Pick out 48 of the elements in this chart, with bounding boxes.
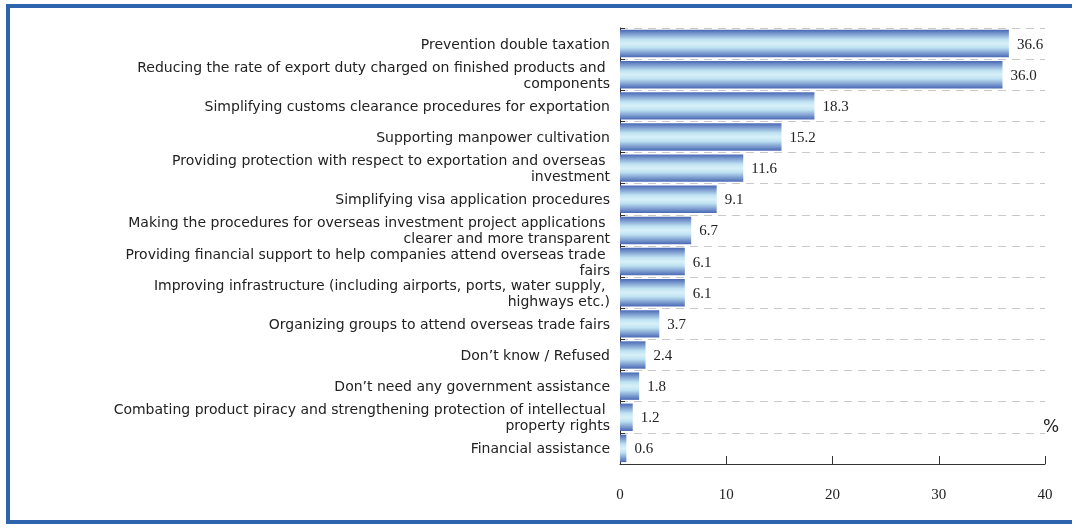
bar bbox=[620, 310, 660, 338]
data-label: 6.7 bbox=[699, 222, 719, 239]
x-axis-title: % bbox=[1043, 415, 1060, 436]
data-label: 6.1 bbox=[692, 253, 712, 270]
x-tick-label: 0 bbox=[616, 485, 624, 502]
x-tick-label: 10 bbox=[718, 485, 734, 502]
x-tick-label: 40 bbox=[1037, 485, 1053, 502]
y-tick-label: Reducing the rate of export duty charged on finished products and components bbox=[137, 58, 610, 91]
x-tick-label: 30 bbox=[931, 485, 947, 502]
bar bbox=[620, 123, 782, 151]
data-label: 9.1 bbox=[724, 191, 744, 208]
bar bbox=[620, 92, 815, 120]
data-label: 18.3 bbox=[822, 97, 849, 114]
y-tick-label: Providing protection with respect to exportation and overseas investment bbox=[172, 152, 611, 185]
bar bbox=[620, 247, 685, 276]
y-tick-label: Supporting manpower cultivation bbox=[376, 129, 610, 145]
data-label: 1.2 bbox=[640, 409, 660, 426]
y-tick-label: Combating product piracy and strengthening protection of intellectual property rights bbox=[113, 401, 610, 434]
bar bbox=[620, 341, 646, 369]
bar bbox=[620, 61, 1003, 89]
bar bbox=[620, 434, 627, 463]
data-label: 36.6 bbox=[1016, 35, 1044, 52]
y-tick-label: Organizing groups to attend overseas trade fairs bbox=[268, 315, 610, 332]
data-label: 11.6 bbox=[751, 160, 778, 177]
bar bbox=[620, 185, 717, 213]
y-tick-label: Don’t know / Refused bbox=[460, 347, 610, 363]
y-tick-label: Making the procedures for overseas investment project applications clearer and more transparent bbox=[128, 214, 611, 247]
bar bbox=[620, 403, 633, 431]
y-tick-label: Simplifying customs clearance procedures for exportation bbox=[204, 97, 610, 114]
y-tick-label: Financial assistance bbox=[470, 440, 610, 457]
bar bbox=[620, 279, 685, 307]
y-tick-label: Don’t need any government assistance bbox=[334, 378, 610, 395]
y-tick-label: Improving infrastructure (including airports, ports, water supply, highways etc.) bbox=[153, 276, 610, 309]
data-label: 0.6 bbox=[634, 440, 654, 457]
y-tick-label: Simplifying visa application procedures bbox=[335, 191, 610, 208]
data-label: 36.0 bbox=[1010, 66, 1037, 83]
y-tick-label: Prevention double taxation bbox=[420, 35, 610, 52]
data-label: 2.4 bbox=[653, 347, 673, 363]
bar bbox=[620, 216, 692, 245]
bar bbox=[620, 29, 1009, 58]
data-label: 6.1 bbox=[692, 284, 712, 301]
y-tick-label: Providing financial support to help companies attend overseas trade fairs bbox=[125, 245, 610, 278]
bar bbox=[620, 372, 640, 400]
bar bbox=[620, 154, 744, 182]
data-label: 3.7 bbox=[667, 315, 687, 332]
data-label: 15.2 bbox=[789, 129, 816, 145]
data-label: 1.8 bbox=[647, 378, 666, 395]
x-tick-label: 20 bbox=[825, 485, 840, 502]
